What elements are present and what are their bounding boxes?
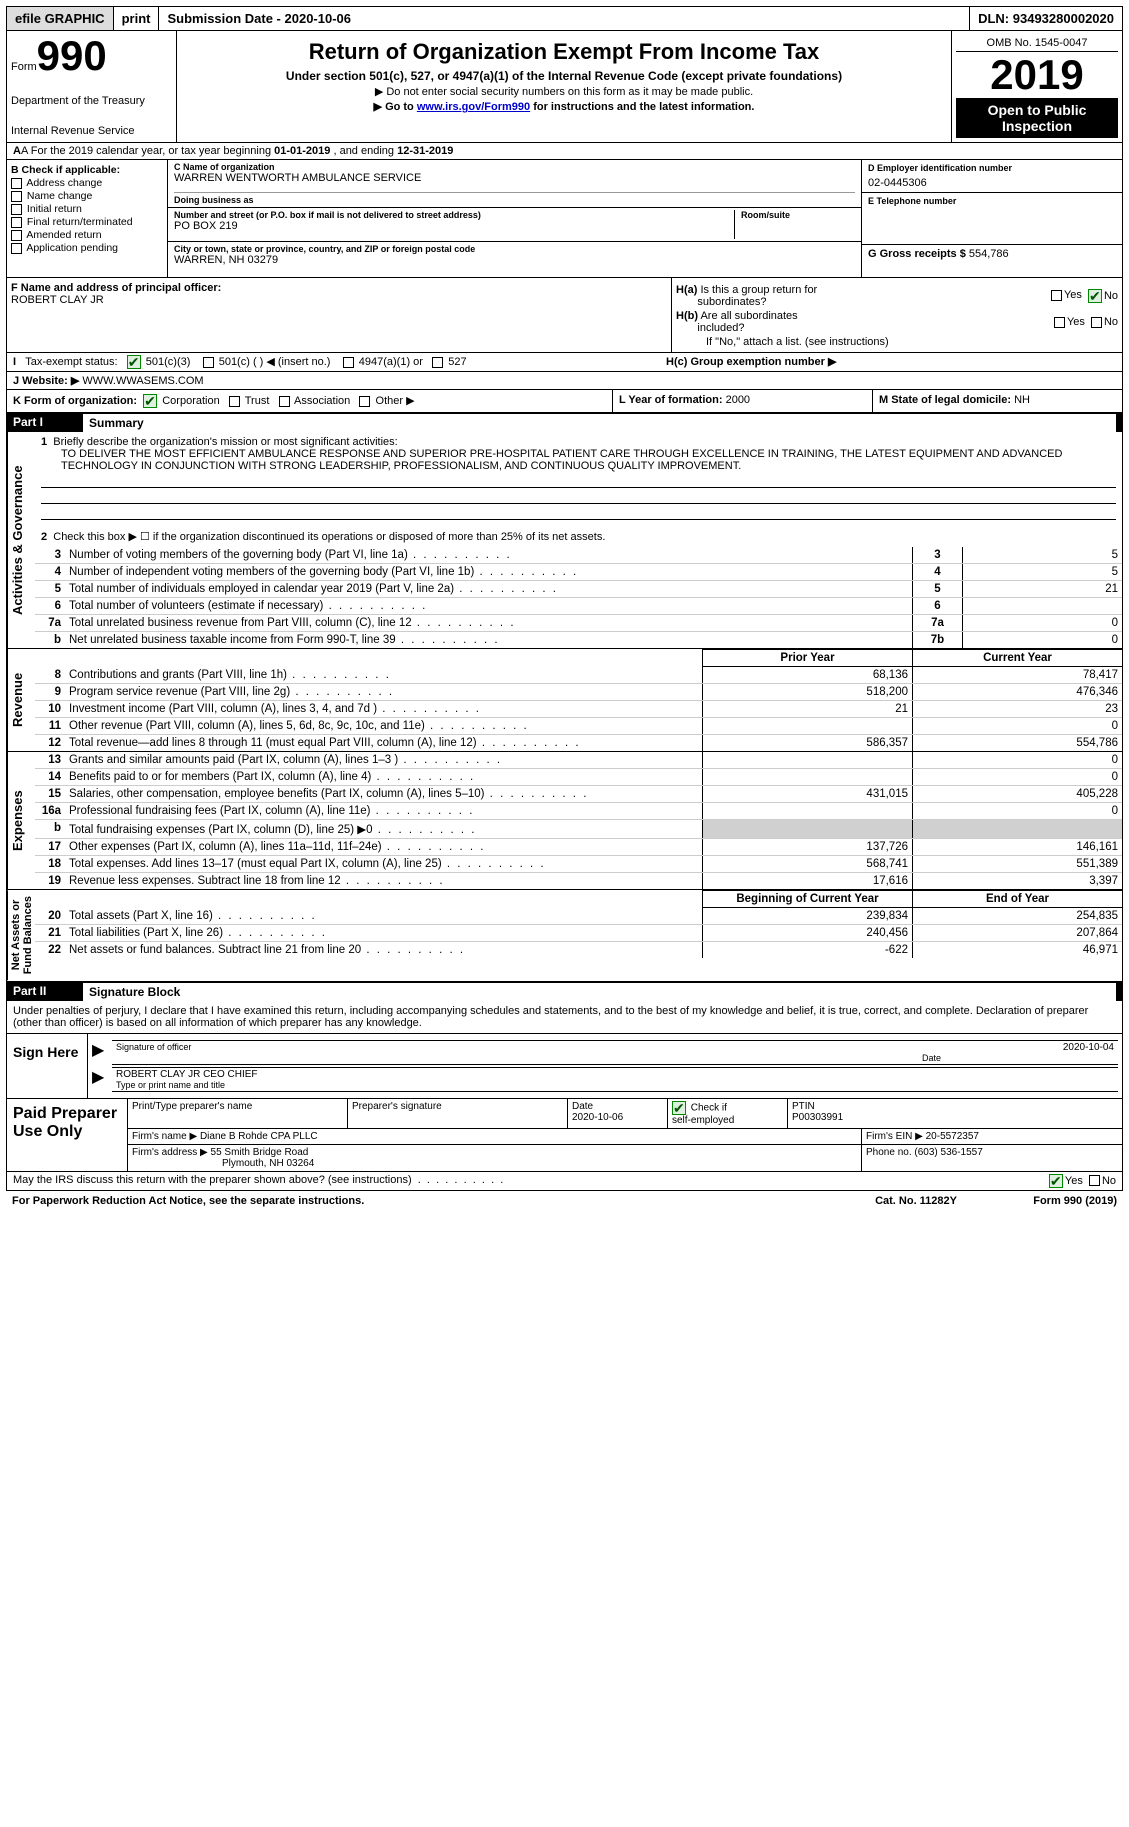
form-title: Return of Organization Exempt From Incom…	[181, 39, 947, 65]
dln: DLN: 93493280002020	[970, 7, 1122, 30]
col-d-ein-phone: D Employer identification number 02-0445…	[862, 160, 1122, 277]
line-8: 8Contributions and grants (Part VIII, li…	[35, 667, 1122, 683]
sig-officer-field[interactable]: Signature of officer	[112, 1040, 918, 1065]
cb-4947[interactable]	[343, 357, 354, 368]
line-15: 15Salaries, other compensation, employee…	[35, 785, 1122, 802]
cb-hb-no[interactable]	[1091, 317, 1102, 328]
print-button[interactable]: print	[114, 7, 160, 30]
part-1-rev: Revenue Prior Year Current Year 8Contrib…	[6, 649, 1123, 752]
col-b-checkboxes: B Check if applicable: Address change Na…	[7, 160, 167, 277]
section-fgh: F Name and address of principal officer:…	[6, 278, 1123, 353]
part-1-header: Part I Summary	[6, 413, 1123, 432]
line-16a: 16aProfessional fundraising fees (Part I…	[35, 802, 1122, 819]
cb-corp[interactable]	[143, 394, 157, 408]
submission-date: Submission Date - 2020-10-06	[159, 7, 970, 30]
line-21: 21Total liabilities (Part X, line 26)240…	[35, 924, 1122, 941]
cb-trust[interactable]	[229, 396, 240, 407]
section-bcd: B Check if applicable: Address change Na…	[6, 160, 1123, 278]
line-b: bNet unrelated business taxable income f…	[35, 631, 1122, 648]
section-klm: K Form of organization: Corporation Trus…	[6, 390, 1123, 413]
cb-name-change[interactable]	[11, 191, 22, 202]
col-f-officer: F Name and address of principal officer:…	[7, 278, 672, 352]
vtab-expenses: Expenses	[7, 752, 35, 889]
line-17: 17Other expenses (Part IX, column (A), l…	[35, 838, 1122, 855]
row-a-tax-year: AA For the 2019 calendar year, or tax ye…	[6, 143, 1123, 160]
cb-527[interactable]	[432, 357, 443, 368]
line-11: 11Other revenue (Part VIII, column (A), …	[35, 717, 1122, 734]
line-10: 10Investment income (Part VIII, column (…	[35, 700, 1122, 717]
line-9: 9Program service revenue (Part VIII, lin…	[35, 683, 1122, 700]
cb-other[interactable]	[359, 396, 370, 407]
cb-hb-yes[interactable]	[1054, 317, 1065, 328]
irs-link[interactable]: www.irs.gov/Form990	[417, 101, 530, 113]
form-990-page: efile GRAPHIC print Submission Date - 20…	[0, 0, 1129, 1217]
part-1-net: Net Assets orFund Balances Beginning of …	[6, 890, 1123, 981]
cb-ha-yes[interactable]	[1051, 290, 1062, 301]
form-number-block: Form990 Department of the Treasury Inter…	[7, 31, 177, 142]
line-14: 14Benefits paid to or for members (Part …	[35, 768, 1122, 785]
vtab-activities: Activities & Governance	[7, 432, 35, 648]
part-2-header: Part II Signature Block	[6, 982, 1123, 1001]
line-20: 20Total assets (Part X, line 16)239,8342…	[35, 908, 1122, 924]
org-city: WARREN, NH 03279	[174, 254, 855, 266]
year-block: OMB No. 1545-0047 2019 Open to PublicIns…	[952, 31, 1122, 142]
line-22: 22Net assets or fund balances. Subtract …	[35, 941, 1122, 958]
cb-discuss-yes[interactable]	[1049, 1174, 1063, 1188]
ein: 02-0445306	[868, 177, 1116, 189]
cb-amended[interactable]	[11, 230, 22, 241]
line-7a: 7aTotal unrelated business revenue from …	[35, 614, 1122, 631]
line-b: bTotal fundraising expenses (Part IX, co…	[35, 819, 1122, 838]
cb-discuss-no[interactable]	[1089, 1175, 1100, 1186]
efile-graphic-label: efile GRAPHIC	[7, 7, 114, 30]
vtab-net-assets: Net Assets orFund Balances	[7, 890, 35, 980]
page-footer: For Paperwork Reduction Act Notice, see …	[6, 1191, 1123, 1211]
line-13: 13Grants and similar amounts paid (Part …	[35, 752, 1122, 768]
part-1-exp: Expenses 13Grants and similar amounts pa…	[6, 752, 1123, 890]
org-street: PO BOX 219	[174, 220, 728, 232]
line-12: 12Total revenue—add lines 8 through 11 (…	[35, 734, 1122, 751]
section-j-website: J Website: ▶ WWW.WWASEMS.COM	[6, 372, 1123, 390]
website: WWW.WWASEMS.COM	[82, 375, 203, 387]
line-4: 4Number of independent voting members of…	[35, 563, 1122, 580]
signature-block: Under penalties of perjury, I declare th…	[6, 1001, 1123, 1099]
form-title-block: Return of Organization Exempt From Incom…	[177, 31, 952, 142]
line-18: 18Total expenses. Add lines 13–17 (must …	[35, 855, 1122, 872]
cb-address-change[interactable]	[11, 178, 22, 189]
cb-assoc[interactable]	[279, 396, 290, 407]
officer-name: ROBERT CLAY JR	[11, 294, 667, 306]
form-header: Form990 Department of the Treasury Inter…	[6, 31, 1123, 143]
col-h-group: H(a) Is this a group return for subordin…	[672, 278, 1122, 352]
cb-initial-return[interactable]	[11, 204, 22, 215]
line-6: 6Total number of volunteers (estimate if…	[35, 597, 1122, 614]
mission-text: TO DELIVER THE MOST EFFICIENT AMBULANCE …	[41, 448, 1116, 472]
gross-receipts: 554,786	[969, 248, 1009, 260]
sign-here-label: Sign Here	[7, 1034, 87, 1098]
line-3: 3Number of voting members of the governi…	[35, 547, 1122, 563]
cb-ha-no[interactable]	[1088, 289, 1102, 303]
section-i-tax-status: I Tax-exempt status: 501(c)(3) 501(c) ( …	[6, 353, 1123, 372]
part-1-gov: Activities & Governance 1 Briefly descri…	[6, 432, 1123, 649]
cb-501c[interactable]	[203, 357, 214, 368]
cb-self-emp[interactable]	[672, 1101, 686, 1115]
discuss-row: May the IRS discuss this return with the…	[6, 1172, 1123, 1191]
top-bar: efile GRAPHIC print Submission Date - 20…	[6, 6, 1123, 31]
org-name: WARREN WENTWORTH AMBULANCE SERVICE	[174, 172, 855, 184]
line-5: 5Total number of individuals employed in…	[35, 580, 1122, 597]
cb-501c3[interactable]	[127, 355, 141, 369]
line-19: 19Revenue less expenses. Subtract line 1…	[35, 872, 1122, 889]
paid-preparer-block: Paid Preparer Use Only Print/Type prepar…	[6, 1099, 1123, 1172]
vtab-revenue: Revenue	[7, 649, 35, 751]
cb-final-return[interactable]	[11, 217, 22, 228]
type-name-field[interactable]: ROBERT CLAY JR CEO CHIEF Type or print n…	[112, 1067, 1118, 1092]
cb-app-pending[interactable]	[11, 243, 22, 254]
col-c-org-info: C Name of organization WARREN WENTWORTH …	[167, 160, 862, 277]
